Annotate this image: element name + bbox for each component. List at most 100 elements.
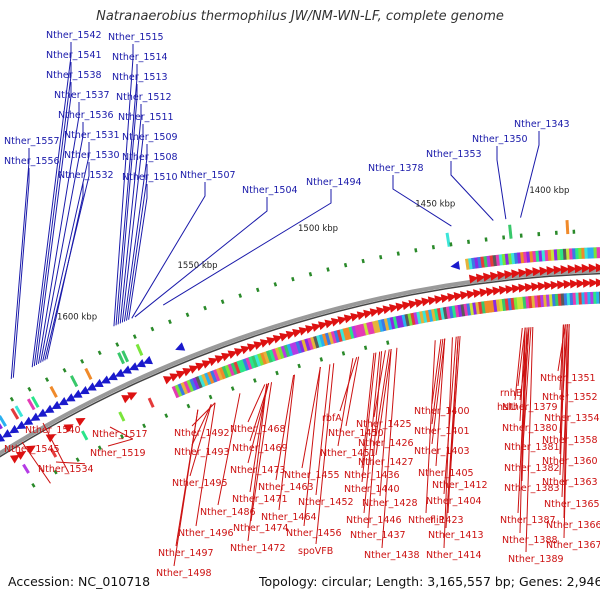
feature-band-segment <box>565 248 570 260</box>
marker-dot <box>255 287 260 293</box>
upper-gene-label: Nther_1494 <box>306 177 362 188</box>
feature-band-segment <box>345 327 352 340</box>
genome-title: Natranaerobius thermophilus JW/NM-WN-LF,… <box>96 9 504 24</box>
reverse-gene-arrow <box>550 280 560 290</box>
reverse-gene-arrow <box>544 281 554 291</box>
reverse-gene-arrow <box>563 279 573 289</box>
lower-gene-label: Nther_1463 <box>258 482 314 493</box>
reverse-gene-arrow <box>505 285 515 295</box>
upper-gene-label: Nther_1513 <box>112 72 168 83</box>
reverse-gene-arrow <box>524 283 535 292</box>
reverse-gene-arrow <box>343 314 354 324</box>
feature-band-segment <box>578 247 583 260</box>
feature-band-segment <box>419 311 425 324</box>
lower-gene-label: Nther_1405 <box>418 468 474 479</box>
reverse-gene-arrow <box>175 370 186 379</box>
reverse-gene-arrow <box>318 321 328 331</box>
marker-dot <box>326 267 330 272</box>
marker-dot <box>230 386 235 391</box>
upper-callout-line <box>35 82 72 365</box>
feature-band-segment <box>448 305 454 319</box>
reverse-gene-arrow <box>473 289 483 299</box>
marker-track <box>9 229 576 488</box>
reverse-gene-arrow <box>240 345 251 355</box>
feature-band-segment <box>556 249 561 261</box>
marker-dot <box>275 370 279 376</box>
feature-band-segment <box>298 340 306 353</box>
feature-band-segment <box>457 304 463 317</box>
upper-gene-label: Nther_1515 <box>108 32 164 43</box>
reverse-gene-arrow <box>208 357 219 367</box>
feature-band-segment <box>354 325 361 338</box>
lower-gene-label: Nther_1363 <box>542 477 598 488</box>
upper-gene-label: Nther_1508 <box>122 152 178 163</box>
lower-callout-line <box>559 324 566 476</box>
feature-band-segment <box>212 369 221 382</box>
reverse-gene-arrow <box>298 326 309 336</box>
reverse-gene-arrow <box>479 288 490 298</box>
feature-band-segment <box>550 249 555 261</box>
tick-label: 1500 kbp <box>298 224 338 234</box>
marker-dot <box>343 262 348 268</box>
marker-dot <box>466 239 471 244</box>
reverse-gene-arrow <box>272 334 283 344</box>
feature-band-segment <box>327 331 335 345</box>
feature-band-segment <box>538 250 543 262</box>
upper-callout-line <box>12 168 30 378</box>
feature-band-segment <box>0 417 3 430</box>
reverse-gene-arrow <box>498 285 509 295</box>
feature-band-segment <box>410 312 416 326</box>
reverse-gene-arrow <box>466 290 477 299</box>
reverse-gene-arrow <box>447 293 457 302</box>
feature-band-segment <box>224 364 233 378</box>
reverse-gene-arrow <box>324 319 335 329</box>
feature-band-segment <box>14 405 24 418</box>
lower-gene-label: Nther_1387 <box>500 515 556 526</box>
lower-callout-line <box>247 384 266 423</box>
forward-gene-arrow <box>114 368 125 377</box>
lower-callout-line <box>431 338 444 425</box>
feature-band-segment <box>463 303 469 317</box>
reverse-gene-arrow <box>75 417 86 427</box>
upper-gene-label: Nther_1557 <box>4 136 60 147</box>
feature-band-segment <box>439 307 446 320</box>
reverse-gene-arrow <box>453 292 464 301</box>
lower-callout-line <box>195 402 216 527</box>
upper-gene-label: Nther_1504 <box>242 185 298 196</box>
feature-band-segment <box>204 372 212 385</box>
marker-dot <box>142 423 147 429</box>
callout-lines-layer <box>10 42 570 567</box>
forward-gene-arrow <box>2 429 13 438</box>
upper-gene-label: Nther_1538 <box>46 70 102 81</box>
lower-gene-label: Nther_1412 <box>432 480 488 491</box>
marker-dot <box>554 230 558 235</box>
forward-gene-arrow <box>93 378 104 387</box>
feature-band-segment <box>186 379 195 393</box>
feature-band-segment <box>10 407 20 420</box>
marker-dot <box>308 271 313 277</box>
feature-band-segment <box>183 380 192 394</box>
reverse-gene-arrow <box>279 332 290 342</box>
forward-gene-arrow <box>72 389 83 398</box>
reverse-gene-arrow <box>127 392 138 401</box>
accession-line: Accession: NC_010718 <box>8 574 150 589</box>
lower-gene-label: Nther_1437 <box>350 530 406 541</box>
reverse-gene-arrow <box>553 265 563 275</box>
feature-band-segment <box>433 308 440 321</box>
reverse-gene-arrow <box>121 395 132 404</box>
feature-band-segment <box>395 315 402 329</box>
reverse-gene-arrow <box>292 328 303 338</box>
feature-band-segment <box>581 247 586 259</box>
feature-band-segment <box>70 375 79 388</box>
reverse-gene-arrow <box>195 362 206 372</box>
reverse-gene-arrow <box>589 278 599 288</box>
feature-band-segment <box>565 220 570 235</box>
reverse-gene-arrow <box>557 280 567 290</box>
lower-callout-line <box>315 364 331 496</box>
reverse-gene-arrow <box>582 278 593 288</box>
marker-dot <box>168 319 172 325</box>
lower-gene-label: Nther_1474 <box>233 523 289 534</box>
feature-band-segment <box>263 351 271 364</box>
genome-stats-line: Topology: circular; Length: 3,165,557 bp… <box>259 574 600 589</box>
lower-gene-label: Nther_1540 <box>25 425 81 436</box>
